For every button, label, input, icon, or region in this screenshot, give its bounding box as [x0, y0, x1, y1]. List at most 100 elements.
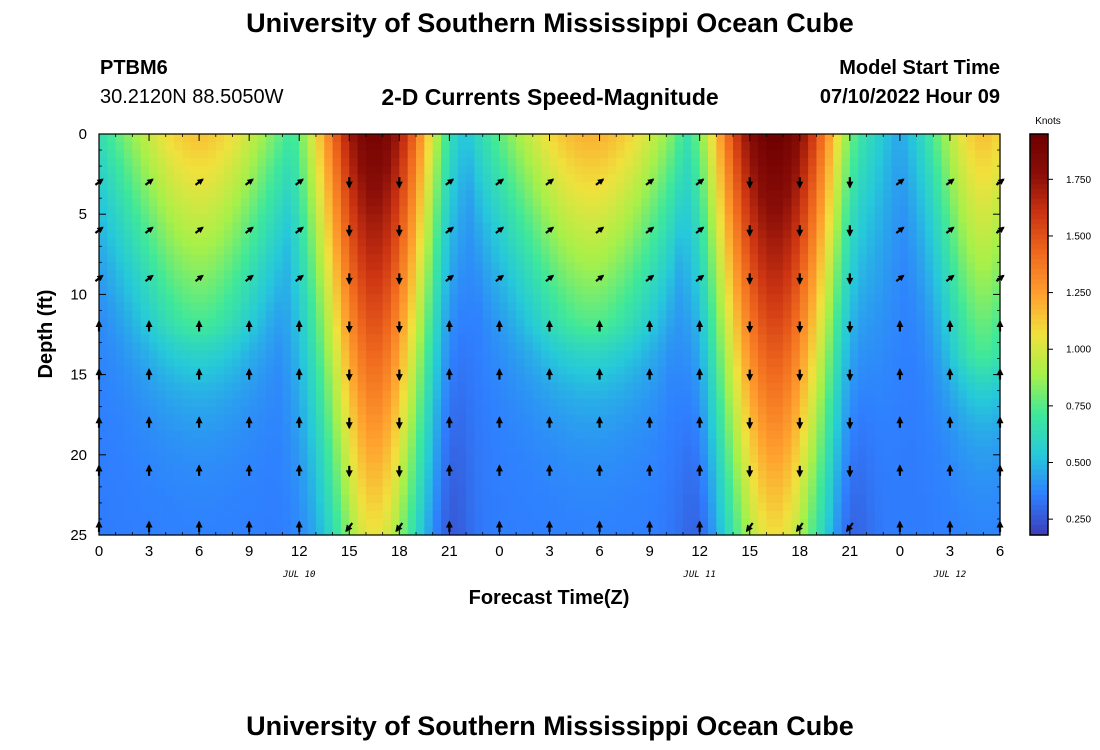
heatmap-cell	[858, 518, 868, 528]
heatmap-cell	[849, 502, 859, 512]
heatmap-cell	[115, 318, 125, 328]
heatmap-cell	[115, 486, 125, 496]
heatmap-cell	[307, 494, 317, 504]
heatmap-cell	[566, 254, 576, 263]
heatmap-cell	[340, 518, 350, 528]
heatmap-cell	[791, 342, 801, 352]
heatmap-cell	[365, 134, 375, 143]
heatmap-cell	[699, 414, 709, 424]
heatmap-cell	[691, 278, 701, 287]
heatmap-cell	[224, 206, 234, 215]
heatmap-cell	[816, 454, 826, 464]
heatmap-cell	[516, 278, 526, 287]
heatmap-cell	[599, 182, 609, 191]
heatmap-cell	[624, 238, 634, 247]
heatmap-cell	[424, 470, 434, 480]
heatmap-cell	[624, 382, 634, 392]
heatmap-cell	[607, 390, 617, 400]
heatmap-cell	[215, 486, 225, 496]
heatmap-cell	[382, 422, 392, 432]
heatmap-cell	[591, 438, 601, 448]
heatmap-cell	[507, 198, 517, 207]
heatmap-cell	[866, 238, 876, 247]
heatmap-cell	[290, 406, 300, 416]
heatmap-cell	[691, 382, 701, 392]
heatmap-cell	[232, 414, 242, 424]
heatmap-cell	[199, 206, 209, 215]
heatmap-cell	[157, 446, 167, 456]
heatmap-cell	[390, 302, 400, 312]
heatmap-cell	[224, 182, 234, 191]
heatmap-cell	[791, 326, 801, 336]
heatmap-cell	[457, 150, 467, 159]
heatmap-cell	[416, 182, 425, 191]
heatmap-cell	[240, 158, 250, 167]
heatmap-cell	[632, 278, 642, 287]
heatmap-cell	[858, 318, 868, 328]
heatmap-cell	[290, 358, 300, 368]
heatmap-cell	[315, 438, 325, 448]
heatmap-cell	[741, 182, 751, 191]
heatmap-cell	[883, 254, 893, 263]
heatmap-cell	[716, 510, 726, 520]
heatmap-cell	[824, 526, 834, 536]
heatmap-cell	[424, 454, 434, 464]
heatmap-cell	[265, 310, 275, 320]
heatmap-cell	[516, 142, 526, 151]
heatmap-cell	[591, 142, 601, 151]
heatmap-cell	[482, 374, 492, 384]
heatmap-cell	[758, 374, 767, 384]
heatmap-cell	[607, 342, 617, 352]
heatmap-cell	[808, 166, 818, 175]
heatmap-cell	[174, 470, 184, 480]
heatmap-cell	[299, 350, 309, 360]
heatmap-cell	[332, 150, 342, 159]
heatmap-cell	[232, 182, 242, 191]
heatmap-cell	[390, 470, 400, 480]
heatmap-cell	[157, 182, 167, 191]
heatmap-cell	[899, 478, 909, 488]
heatmap-cell	[290, 350, 300, 360]
heatmap-cell	[340, 190, 350, 199]
heatmap-cell	[349, 462, 359, 472]
heatmap-cell	[924, 270, 934, 279]
heatmap-cell	[124, 462, 133, 472]
heatmap-cell	[883, 430, 893, 440]
heatmap-cell	[457, 326, 467, 336]
heatmap-cell	[190, 398, 200, 408]
heatmap-cell	[666, 214, 676, 223]
heatmap-cell	[207, 430, 217, 440]
heatmap-cell	[307, 390, 317, 400]
heatmap-cell	[190, 342, 200, 352]
heatmap-cell	[908, 182, 918, 191]
heatmap-cell	[307, 478, 317, 488]
heatmap-cell	[883, 326, 893, 336]
heatmap-cell	[574, 302, 584, 312]
heatmap-cell	[324, 526, 334, 536]
heatmap-cell	[699, 510, 709, 520]
heatmap-cell	[566, 150, 576, 159]
heatmap-cell	[424, 526, 434, 536]
heatmap-cell	[799, 446, 809, 456]
heatmap-cell	[549, 390, 559, 400]
heatmap-cell	[632, 438, 642, 448]
heatmap-cell	[557, 246, 567, 255]
heatmap-cell	[874, 318, 884, 328]
heatmap-cell	[858, 254, 868, 263]
heatmap-cell	[824, 142, 834, 151]
heatmap-cell	[858, 366, 868, 376]
heatmap-cell	[324, 206, 334, 215]
heatmap-cell	[365, 302, 375, 312]
heatmap-cell	[916, 470, 926, 480]
heatmap-cell	[332, 350, 342, 360]
heatmap-cell	[566, 134, 576, 143]
heatmap-cell	[741, 390, 751, 400]
heatmap-cell	[374, 398, 384, 408]
heatmap-cell	[149, 502, 158, 512]
heatmap-cell	[641, 246, 651, 255]
heatmap-cell	[866, 462, 876, 472]
heatmap-cell	[374, 198, 384, 207]
heatmap-cell	[908, 350, 918, 360]
heatmap-cell	[766, 254, 776, 263]
heatmap-cell	[591, 318, 601, 328]
